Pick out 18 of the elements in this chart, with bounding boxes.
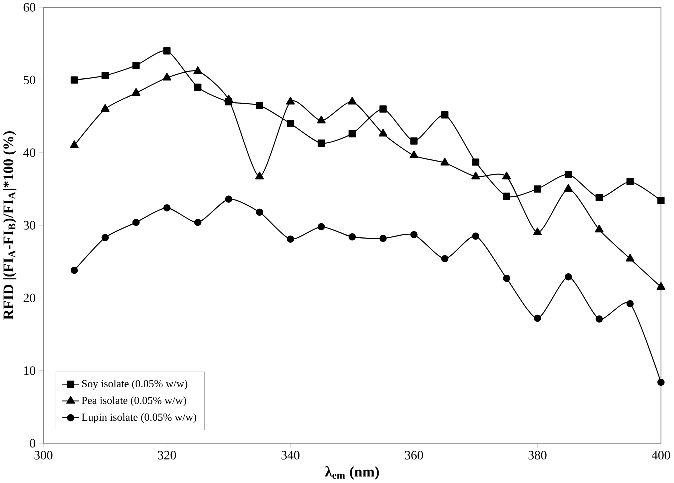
legend-label: Pea isolate (0.05% w/w)	[82, 396, 186, 406]
legend-label: Lupin isolate (0.05% w/w)	[82, 413, 197, 424]
y-tick-label: 60	[24, 3, 36, 12]
x-tick-label: 360	[405, 451, 424, 460]
y-tick-label: 10	[24, 366, 36, 376]
x-tick-label: 300	[34, 451, 53, 460]
x-tick-label: 340	[282, 451, 300, 460]
x-axis-title: λ$_{em}$ (nm)	[325, 466, 380, 480]
x-tick-label: 380	[528, 451, 547, 460]
y-tick-label: 30	[24, 221, 36, 230]
y-tick-label: 20	[24, 294, 36, 302]
legend-label: Soy isolate (0.05% w/w)	[82, 380, 188, 390]
y-tick-label: 40	[24, 148, 36, 158]
x-tick-label: 320	[158, 451, 176, 460]
y-axis-title: RFID |(FI$_{A}$-FI$_{B}$)/FI$_{A}$|*100 (%)	[3, 131, 17, 320]
y-tick-label: 50	[24, 76, 36, 84]
x-tick-label: 400	[652, 451, 670, 460]
y-tick-label: 0	[30, 439, 36, 448]
